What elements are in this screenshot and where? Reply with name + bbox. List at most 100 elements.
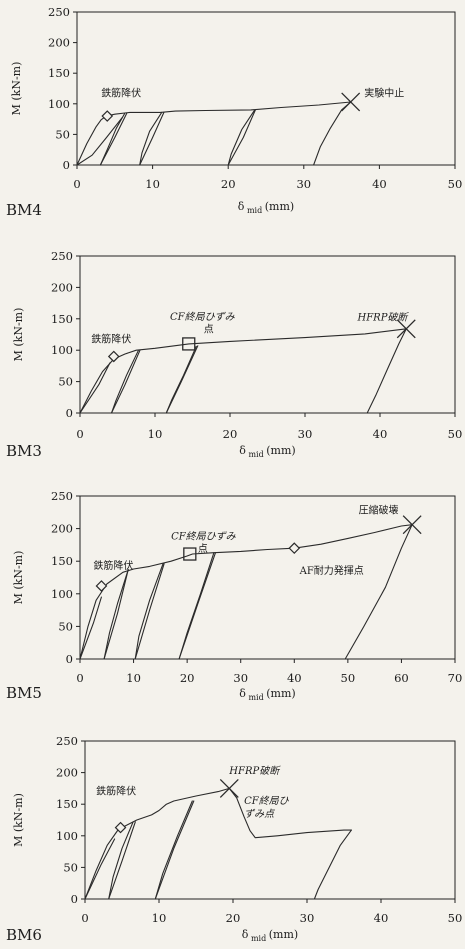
diamond-marker (288, 542, 301, 555)
x-tick-label: 40 (373, 427, 388, 441)
x-tick-label: 70 (448, 671, 463, 685)
y-tick-label: 0 (63, 158, 70, 172)
curve-segment-2 (313, 101, 352, 166)
x-tick-label: 40 (287, 671, 302, 685)
x-tick-label: 10 (145, 177, 160, 191)
panel-label-bm6: BM6 (6, 926, 42, 944)
y-tick-label: 200 (56, 766, 78, 780)
x-axis-label: δ mid (mm) (242, 928, 298, 943)
annotation-label: 鉄筋降伏 (101, 86, 141, 99)
diamond-marker (107, 350, 120, 363)
curve-segment-1 (84, 787, 230, 900)
y-axis-label: M (kN-m) (12, 793, 25, 847)
x-marker-stroke-b (219, 778, 239, 798)
y-tick-label: 250 (56, 734, 78, 748)
chart-bm6: 0 50 100 150 200 250 0 10 20 30 40 50 M (kN-m) δ mid … (6, 734, 462, 944)
curve-segment-3 (103, 569, 129, 660)
x-tick-label: 20 (226, 911, 241, 925)
curve-segment-5 (134, 563, 164, 660)
y-tick-label: 250 (51, 249, 73, 263)
y-tick-label: 100 (48, 97, 70, 111)
y-tick-label: 200 (51, 280, 73, 294)
plot-frame (76, 11, 456, 166)
y-tick-label: 100 (56, 829, 78, 843)
x-marker-stroke-b (341, 92, 361, 112)
y-tick-label: 250 (51, 489, 73, 503)
panel-label-bm5: BM5 (6, 684, 42, 702)
curve-segment-8 (178, 552, 217, 660)
diamond-marker (101, 110, 114, 122)
y-tick-label: 50 (55, 127, 70, 141)
x-tick-label: 0 (76, 671, 83, 685)
x-tick-label: 10 (148, 427, 163, 441)
y-tick-label: 50 (58, 619, 73, 633)
x-tick-label: 60 (394, 671, 409, 685)
annotation-label: CF終局ひずみ (171, 531, 237, 543)
curve-segment-5 (99, 112, 128, 166)
annotation-label: HFRP破断 (228, 765, 281, 777)
curve-segment-8 (227, 109, 256, 166)
x-tick-label: 50 (341, 671, 356, 685)
y-tick-label: 100 (51, 343, 73, 357)
x-tick-label: 0 (73, 177, 80, 191)
curve-segment-7 (154, 800, 195, 900)
curve-segment-9 (79, 596, 102, 660)
annotation-label: AF耐力発揮点 (299, 564, 364, 577)
annotation-label: ずみ点 (244, 808, 275, 820)
curve-segment-3 (76, 116, 123, 166)
x-tick-label: 30 (300, 911, 315, 925)
x-marker-stroke-b (396, 319, 416, 339)
x-tick-label: 20 (223, 427, 238, 441)
annotation-label: 鉄筋降伏 (91, 333, 131, 346)
y-tick-label: 150 (51, 554, 73, 568)
curve-segment-5 (108, 821, 136, 900)
curve-segment-1 (76, 101, 352, 166)
curve-segment-6 (139, 111, 163, 166)
y-tick-label: 100 (51, 587, 73, 601)
annotation-label: 実験中止 (364, 86, 404, 99)
annotation-label: CF終局ひずみ (170, 311, 236, 323)
x-tick-label: 50 (448, 177, 463, 191)
curve-segment-4 (110, 349, 141, 414)
square-marker (183, 547, 197, 561)
x-tick-label: 30 (233, 671, 248, 685)
curve-segment-7 (139, 111, 165, 166)
chart-bm5: 0 50 100 150 200 250 0 10 20 30 40 50 60 70 M (kN-m) δ … (6, 489, 462, 702)
curve-segment-2 (366, 328, 407, 414)
x-tick-label: 20 (180, 671, 195, 685)
curve-segment-6 (154, 800, 193, 900)
y-tick-label: 0 (71, 892, 78, 906)
annotation-label: 点 (198, 543, 208, 555)
x-tick-label: 30 (296, 177, 311, 191)
annotation-label: CF終局ひ (244, 795, 290, 807)
x-axis-label: δ mid (mm) (239, 687, 295, 702)
curve-segment-7 (79, 362, 111, 414)
x-tick-label: 40 (374, 911, 389, 925)
x-tick-label: 20 (221, 177, 236, 191)
chart-bm4: 0 50 100 150 200 250 0 10 20 30 40 50 M (kN-m) δ mid … (6, 5, 462, 219)
x-tick-label: 50 (448, 427, 463, 441)
annotation-label: 鉄筋降伏 (93, 559, 133, 572)
x-tick-label: 10 (126, 671, 141, 685)
panel-label-bm3: BM3 (6, 442, 42, 460)
plot-frame (79, 495, 456, 660)
x-tick-label: 40 (372, 177, 387, 191)
y-axis-label: M (kN-m) (12, 551, 25, 605)
plot-frame (79, 255, 456, 414)
y-tick-label: 200 (51, 522, 73, 536)
y-tick-label: 150 (56, 797, 78, 811)
curve-segment-1 (79, 328, 407, 414)
curve-segment-4 (103, 569, 129, 660)
curve-segment-8 (84, 838, 116, 900)
curve-segment-3 (110, 349, 140, 414)
curve-segment-2 (344, 524, 413, 660)
x-tick-label: 30 (298, 427, 313, 441)
x-tick-label: 0 (81, 911, 88, 925)
curve-segment-2 (228, 787, 352, 839)
y-tick-label: 150 (48, 66, 70, 80)
square-marker (182, 337, 196, 351)
y-tick-label: 0 (66, 652, 73, 666)
y-tick-label: 0 (66, 406, 73, 420)
curve-segment-9 (227, 109, 256, 166)
